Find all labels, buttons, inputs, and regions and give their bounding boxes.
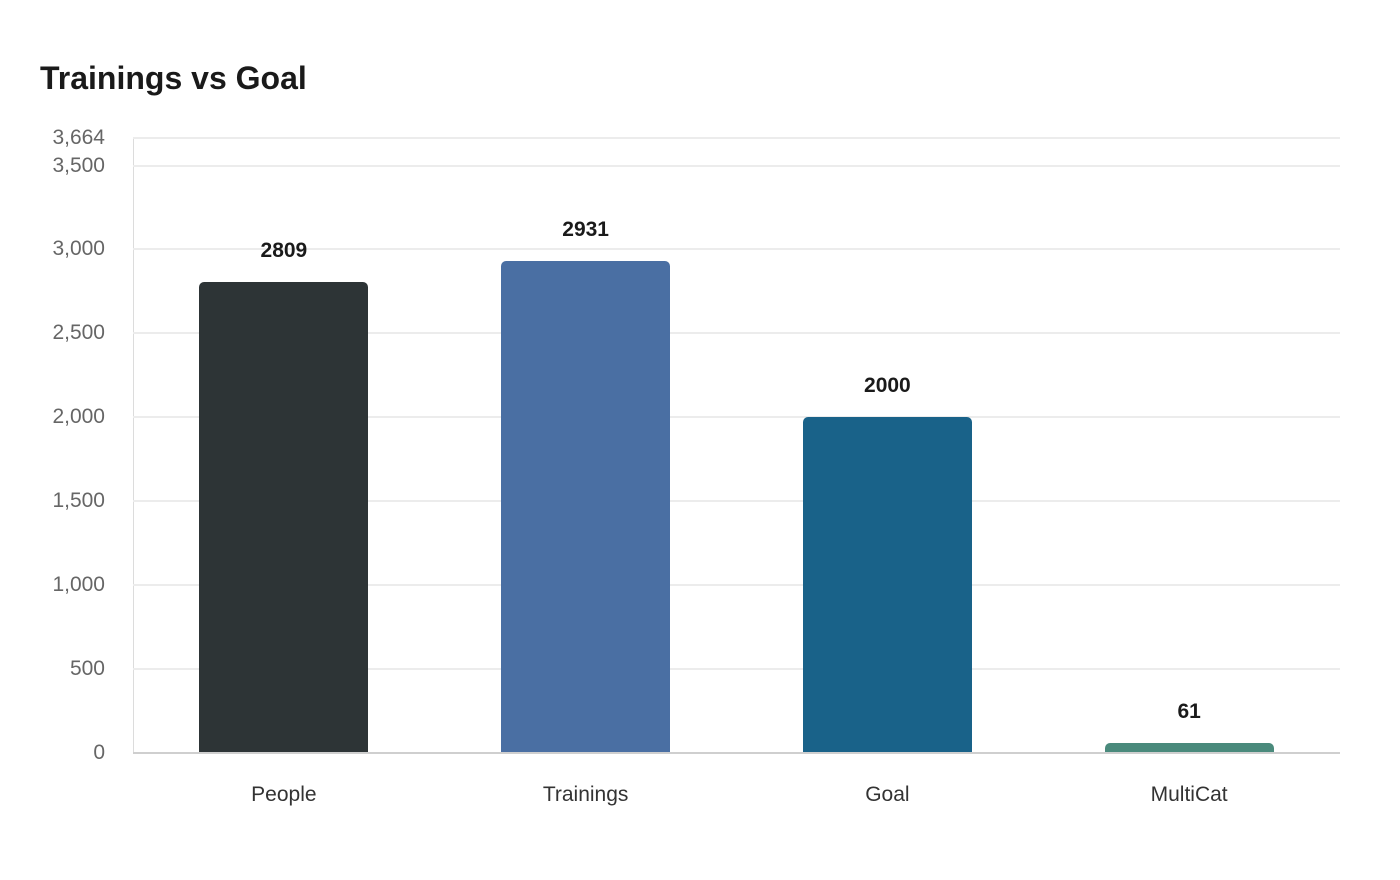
x-tick-label: Goal (865, 783, 910, 806)
x-tick-label: Trainings (542, 783, 629, 806)
y-tick-label: 0 (93, 741, 105, 764)
y-tick-label: 2,500 (52, 321, 105, 345)
y-axis-line (133, 138, 134, 753)
gridline (133, 137, 1340, 139)
bar-people[interactable] (199, 281, 369, 753)
value-label: 2809 (260, 238, 308, 262)
gridline (133, 668, 1340, 671)
gridline (133, 584, 1340, 587)
bar-goal[interactable] (802, 417, 972, 753)
chart-title: Trainings vs Goal (40, 60, 307, 96)
x-tick-label: MultiCat (1150, 783, 1228, 806)
y-tick-label: 3,000 (52, 237, 105, 261)
gridline (133, 248, 1340, 251)
y-tick-label: 1,000 (52, 573, 105, 597)
bar-multicat[interactable] (1104, 742, 1274, 753)
bar-trainings[interactable] (501, 261, 671, 753)
x-tick-label: People (251, 783, 317, 806)
y-tick-label: 2,000 (52, 405, 105, 429)
gridline (133, 164, 1340, 167)
plot-area (133, 137, 1340, 754)
value-label: 2931 (562, 218, 609, 242)
value-label: 2000 (864, 374, 911, 398)
gridline (133, 416, 1340, 419)
x-axis-line (133, 752, 1340, 754)
value-label: 61 (1177, 699, 1201, 723)
y-tick-label: 500 (69, 657, 105, 681)
y-tick-label: 3,664 (52, 126, 105, 149)
y-tick-label: 1,500 (52, 489, 105, 513)
gridline (133, 332, 1340, 335)
y-tick-label: 3,500 (52, 153, 105, 177)
gridline (133, 500, 1340, 503)
